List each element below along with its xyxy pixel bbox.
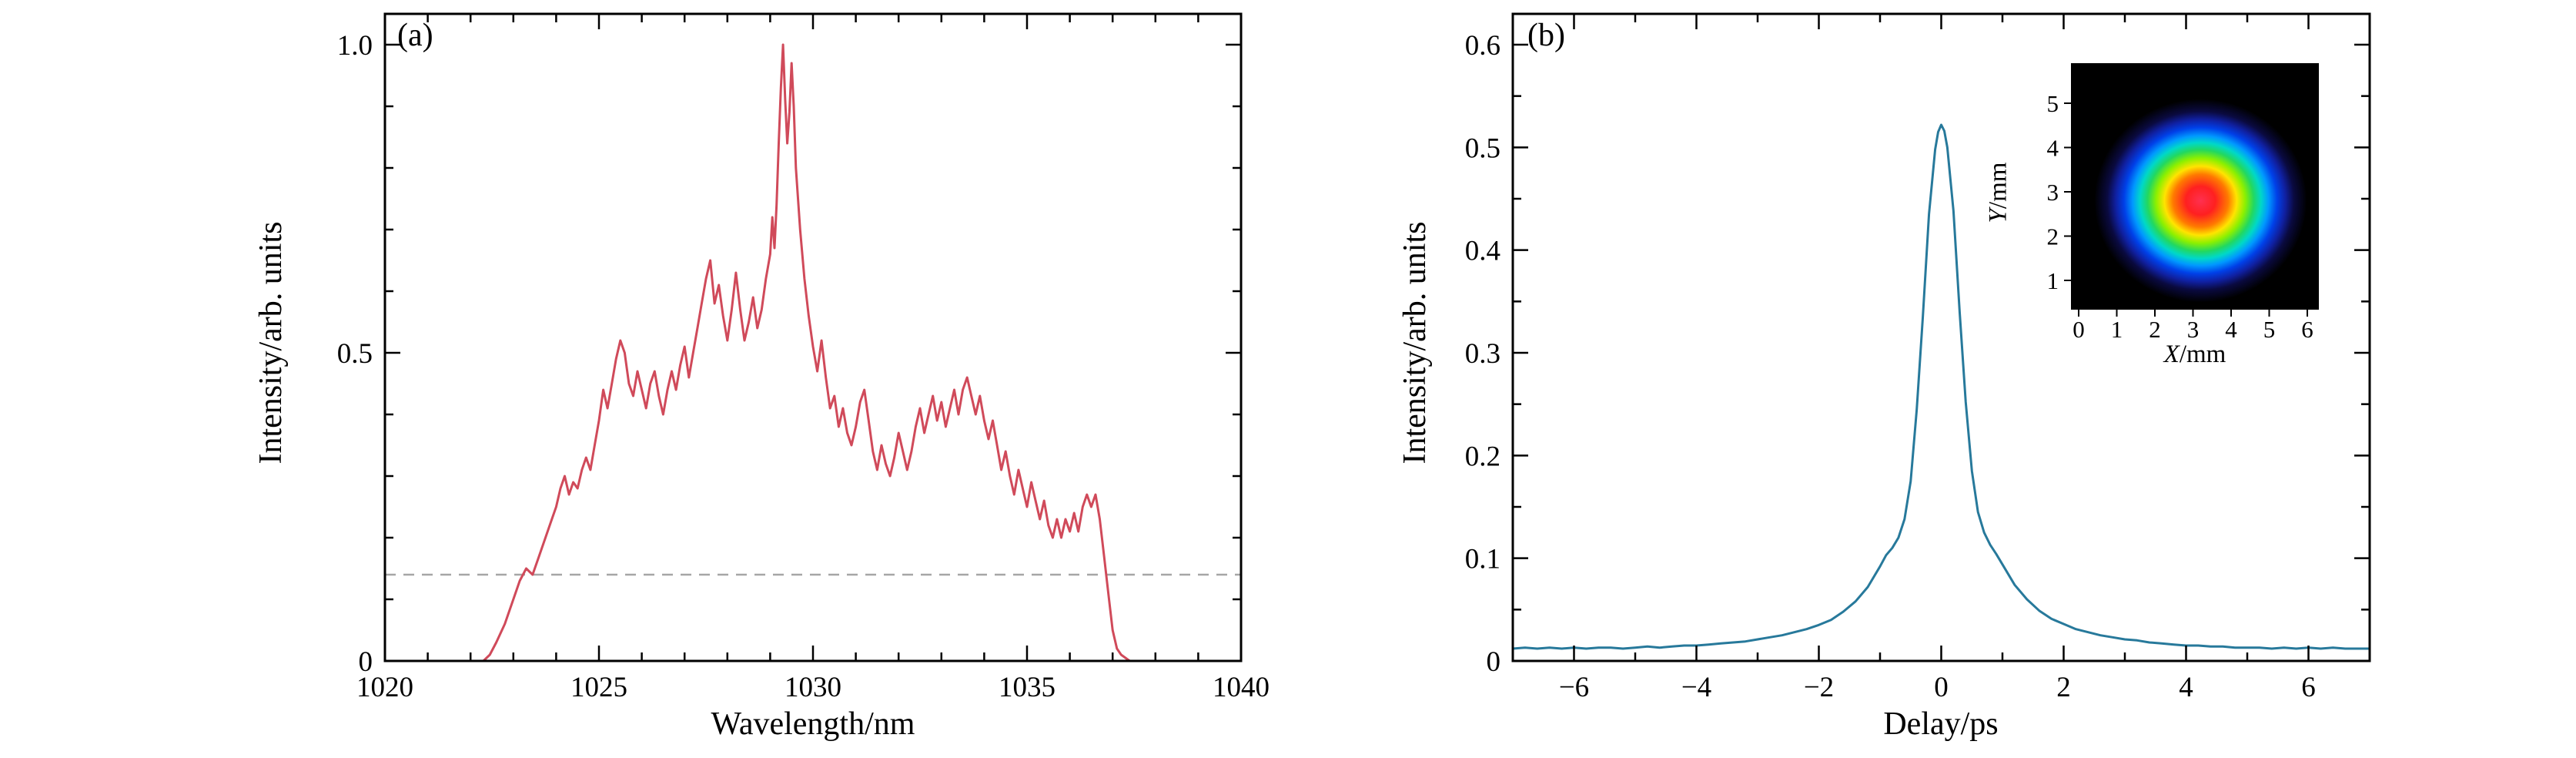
axes-frame [383, 12, 1243, 662]
y-tick-label: 0.5 [1465, 132, 1500, 164]
x-tick-label: 2 [2056, 672, 2071, 703]
inset-x-axis-unit: /mm [2179, 340, 2226, 368]
inset-y-tick-label: 1 [2047, 267, 2059, 294]
y-tick-label: 0.4 [1465, 236, 1500, 267]
panel-label-a: (a) [397, 18, 433, 53]
y-tick-label: 0.1 [1465, 544, 1500, 575]
y-tick-label: 0.3 [1465, 338, 1500, 370]
inset-y-axis-variable: Y [1984, 209, 2012, 223]
x-tick-label: 6 [2301, 672, 2316, 703]
x-axis-title-b: Delay/ps [1883, 706, 1999, 742]
axis-ticks [1511, 14, 2371, 662]
x-tick-label: 1040 [1213, 672, 1270, 703]
inset-x-axis-variable: X [2163, 340, 2180, 368]
x-tick-label: 4 [2179, 672, 2193, 703]
x-tick-label: −6 [1559, 672, 1589, 703]
inset-y-axis-title: Y/mm [1985, 163, 2013, 223]
y-tick-label: 0.2 [1465, 441, 1500, 472]
x-axis-title-a: Wavelength/nm [711, 706, 915, 742]
inset-x-tick-label: 5 [2263, 316, 2276, 343]
x-tick-label: 1035 [999, 672, 1055, 703]
inset-y-tick-label: 3 [2047, 179, 2059, 206]
inset-y-tick-label: 5 [2047, 90, 2059, 117]
inset-x-tick-label: 3 [2187, 316, 2200, 343]
x-tick-label: 1020 [356, 672, 413, 703]
y-tick-label: 0.5 [337, 338, 373, 370]
y-tick-label: 0.6 [1465, 30, 1500, 62]
inset-x-tick-label: 6 [2301, 316, 2313, 343]
panel-label-b: (b) [1527, 18, 1565, 53]
inset-x-tick-label: 4 [2225, 316, 2237, 343]
x-tick-label: 1030 [785, 672, 841, 703]
beam-spot [2094, 99, 2307, 303]
inset-y-tick-label: 2 [2047, 223, 2059, 250]
spectrum-curve [383, 43, 1243, 662]
inset-x-tick-label: 0 [2073, 316, 2085, 343]
y-tick-label: 0 [359, 646, 373, 678]
y-tick-label: 1.0 [337, 30, 373, 62]
inset-x-axis-title: X/mm [2079, 340, 2310, 369]
y-axis-title-a: Intensity/arb. units [253, 221, 289, 465]
y-axis-title-b: Intensity/arb. units [1397, 221, 1433, 465]
inset-x-tick-label: 2 [2149, 316, 2161, 343]
x-tick-label: −2 [1804, 672, 1834, 703]
autocorrelation-curve [1511, 123, 2371, 650]
x-tick-label: −4 [1681, 672, 1711, 703]
x-tick-label: 0 [1934, 672, 1949, 703]
y-tick-label: 0 [1487, 646, 1501, 678]
inset-x-tick-label: 1 [2111, 316, 2123, 343]
plot-area: −6 −4 −2 0 2 4 6 0 0.1 0.2 0.3 0.4 0.5 0.6 [1465, 12, 2371, 703]
spectrum-chart: 1020 1025 1030 1035 1040 0 0.5 1.0 [337, 12, 1270, 703]
inset-y-axis-unit: /mm [1984, 162, 2012, 210]
inset-y-tick-label: 4 [2047, 135, 2059, 162]
x-tick-label: 1025 [570, 672, 627, 703]
autocorrelation-chart: −6 −4 −2 0 2 4 600.10.20.30.40.50.60 1 2 3 4 5 61234… [1465, 12, 2371, 703]
axis-ticks [383, 14, 1243, 662]
plot-area: 1020 1025 1030 1035 1040 0 0.5 1.0 [337, 12, 1270, 703]
inset-axis-ticks [2064, 102, 2308, 317]
